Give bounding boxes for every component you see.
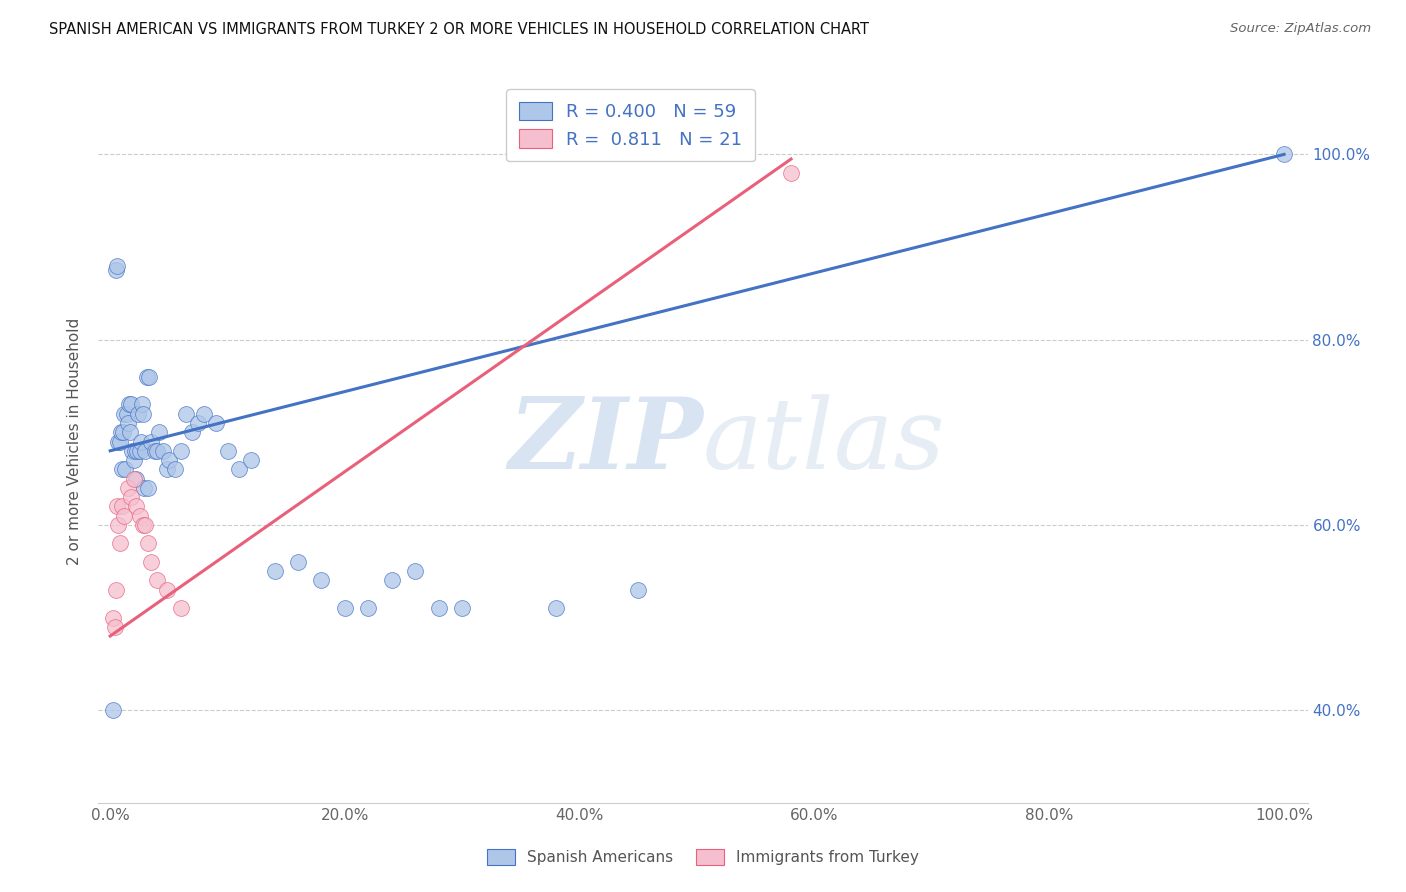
- Point: [152, 443, 174, 458]
- Point: [108, 434, 131, 449]
- Point: [127, 443, 149, 458]
- Point: [105, 263, 128, 277]
- Point: [121, 443, 143, 458]
- Point: [117, 481, 139, 495]
- Point: [146, 574, 169, 588]
- Point: [136, 536, 159, 550]
- Point: [134, 517, 156, 532]
- Point: [105, 500, 128, 514]
- Point: [134, 481, 156, 495]
- Point: [187, 416, 209, 430]
- Point: [146, 443, 169, 458]
- Point: [120, 425, 142, 440]
- Y-axis label: 2 or more Vehicles in Household: 2 or more Vehicles in Household: [67, 318, 83, 566]
- Point: [381, 574, 404, 588]
- Point: [111, 500, 134, 514]
- Point: [117, 416, 139, 430]
- Point: [101, 610, 124, 624]
- Point: [128, 508, 150, 523]
- Point: [112, 407, 135, 421]
- Point: [132, 407, 155, 421]
- Point: [169, 601, 191, 615]
- Point: [120, 397, 142, 411]
- Point: [141, 434, 163, 449]
- Point: [135, 369, 157, 384]
- Point: [132, 517, 155, 532]
- Legend: R = 0.400   N = 59, R =  0.811   N = 21: R = 0.400 N = 59, R = 0.811 N = 21: [506, 89, 755, 161]
- Point: [148, 425, 170, 440]
- Text: SPANISH AMERICAN VS IMMIGRANTS FROM TURKEY 2 OR MORE VEHICLES IN HOUSEHOLD CORRE: SPANISH AMERICAN VS IMMIGRANTS FROM TURK…: [49, 22, 869, 37]
- Point: [357, 601, 380, 615]
- Point: [546, 601, 568, 615]
- Point: [110, 425, 132, 440]
- Point: [111, 462, 134, 476]
- Point: [128, 443, 150, 458]
- Point: [127, 407, 149, 421]
- Point: [451, 601, 474, 615]
- Point: [112, 425, 135, 440]
- Point: [780, 166, 803, 180]
- Point: [217, 443, 239, 458]
- Point: [155, 582, 177, 597]
- Point: [181, 425, 204, 440]
- Point: [1272, 147, 1295, 161]
- Point: [204, 416, 226, 430]
- Point: [129, 434, 152, 449]
- Point: [627, 582, 650, 597]
- Point: [122, 453, 145, 467]
- Point: [169, 443, 191, 458]
- Text: ZIP: ZIP: [508, 393, 703, 490]
- Point: [311, 574, 333, 588]
- Point: [155, 462, 177, 476]
- Point: [125, 472, 148, 486]
- Point: [112, 508, 135, 523]
- Point: [163, 462, 186, 476]
- Point: [120, 490, 142, 504]
- Point: [131, 397, 153, 411]
- Point: [404, 564, 426, 578]
- Point: [107, 434, 129, 449]
- Point: [107, 517, 129, 532]
- Legend: Spanish Americans, Immigrants from Turkey: Spanish Americans, Immigrants from Turke…: [481, 843, 925, 871]
- Point: [143, 443, 166, 458]
- Point: [105, 582, 128, 597]
- Point: [333, 601, 356, 615]
- Point: [240, 453, 263, 467]
- Point: [141, 555, 163, 569]
- Point: [104, 620, 127, 634]
- Point: [101, 703, 124, 717]
- Point: [287, 555, 309, 569]
- Point: [138, 369, 160, 384]
- Point: [427, 601, 450, 615]
- Point: [122, 472, 145, 486]
- Point: [114, 462, 136, 476]
- Point: [105, 259, 128, 273]
- Point: [157, 453, 180, 467]
- Point: [115, 407, 138, 421]
- Point: [134, 443, 156, 458]
- Text: Source: ZipAtlas.com: Source: ZipAtlas.com: [1230, 22, 1371, 36]
- Point: [125, 500, 148, 514]
- Point: [263, 564, 285, 578]
- Point: [118, 397, 141, 411]
- Point: [176, 407, 198, 421]
- Point: [108, 536, 131, 550]
- Point: [124, 443, 146, 458]
- Point: [193, 407, 215, 421]
- Point: [136, 481, 159, 495]
- Text: atlas: atlas: [703, 394, 946, 489]
- Point: [228, 462, 250, 476]
